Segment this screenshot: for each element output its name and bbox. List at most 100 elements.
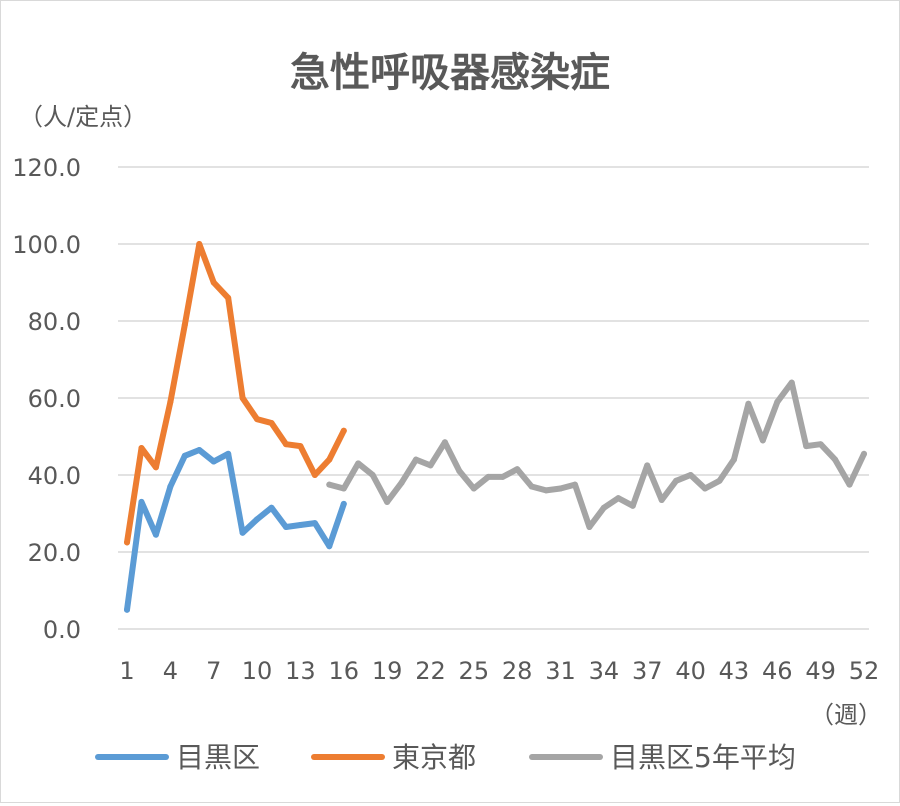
data-point [254, 416, 261, 423]
data-point [268, 420, 275, 427]
data-point [629, 502, 636, 509]
x-tick-label: 37 [632, 657, 663, 685]
data-point [167, 483, 174, 490]
data-point [384, 498, 391, 505]
data-point [297, 522, 304, 529]
data-point [225, 294, 232, 301]
data-point [239, 529, 246, 536]
data-point [470, 485, 477, 492]
data-point [485, 473, 492, 480]
x-axis-ticks: 1 4 7 10 13 16 19 22 25 28 31 34 37 40 43 46 49 52 [119, 657, 879, 685]
data-point [210, 458, 217, 465]
data-point [832, 456, 839, 463]
data-point [355, 460, 362, 467]
x-tick-label: 4 [163, 657, 178, 685]
data-point [282, 441, 289, 448]
y-tick-label: 100.0 [12, 231, 81, 259]
y-tick-label: 120.0 [12, 154, 81, 182]
data-point [311, 472, 318, 478]
data-point [181, 321, 188, 328]
y-axis-ticks: 0.0 20.0 40.0 60.0 80.0 100.0 120.0 [12, 154, 81, 644]
data-point [456, 468, 463, 475]
data-point [861, 450, 867, 457]
data-point [239, 395, 246, 401]
data-point [644, 462, 651, 469]
x-tick-label: 10 [242, 657, 273, 685]
legend-label: 目黒区5年平均 [610, 741, 796, 774]
x-tick-label: 1 [119, 657, 134, 685]
data-point [803, 443, 810, 450]
x-tick-label: 7 [206, 657, 221, 685]
data-point [210, 279, 217, 286]
data-point [167, 398, 174, 405]
data-point [124, 539, 130, 546]
legend-item: 目黒区5年平均 [529, 741, 796, 774]
data-point [181, 452, 188, 459]
data-point [774, 398, 781, 405]
data-point [369, 472, 376, 478]
data-point [196, 241, 203, 247]
x-axis-unit-label: （週） [810, 701, 882, 729]
data-point [311, 520, 318, 527]
data-point [138, 445, 145, 452]
y-axis-unit-label: （人/定点） [19, 103, 147, 131]
data-point [196, 446, 203, 453]
data-point [282, 523, 289, 530]
y-tick-label: 0.0 [43, 616, 81, 644]
data-point [759, 437, 766, 444]
x-tick-label: 25 [459, 657, 490, 685]
data-point [745, 400, 752, 407]
data-point [673, 477, 680, 484]
data-point [528, 483, 535, 490]
data-point [788, 379, 795, 386]
series-lines [124, 241, 867, 613]
data-point [427, 462, 434, 469]
data-point [571, 481, 578, 488]
y-tick-label: 20.0 [28, 539, 81, 567]
data-point [340, 427, 347, 434]
data-point [658, 497, 665, 504]
data-point [586, 523, 593, 530]
data-point [600, 504, 607, 511]
legend: 目黒区 東京都 目黒区5年平均 [95, 741, 796, 774]
x-tick-label: 40 [675, 657, 706, 685]
series-3 [326, 379, 867, 530]
x-tick-label: 19 [372, 657, 403, 685]
data-point [730, 456, 737, 463]
data-point [225, 450, 232, 457]
y-tick-label: 40.0 [28, 462, 81, 490]
data-point [138, 498, 145, 505]
x-tick-label: 31 [545, 657, 576, 685]
x-tick-label: 46 [762, 657, 793, 685]
x-tick-label: 22 [415, 657, 446, 685]
x-tick-label: 13 [285, 657, 316, 685]
data-point [514, 466, 521, 473]
data-point [124, 606, 130, 613]
data-point [326, 481, 333, 488]
data-point [340, 485, 347, 492]
data-point [152, 531, 159, 538]
data-point [268, 504, 275, 511]
data-point [152, 464, 159, 471]
legend-label: 目黒区 [176, 741, 260, 774]
data-point [398, 479, 405, 486]
series-line [124, 241, 347, 546]
data-point [615, 495, 622, 502]
data-point [326, 543, 333, 550]
data-point [441, 439, 448, 446]
data-point [543, 487, 550, 494]
x-tick-label: 52 [849, 657, 880, 685]
y-tick-label: 60.0 [28, 385, 81, 413]
gridlines [118, 166, 869, 630]
data-point [413, 456, 420, 463]
legend-item: 目黒区 [95, 741, 260, 774]
data-point [846, 481, 853, 488]
data-point [557, 485, 564, 492]
series-1 [124, 446, 347, 613]
y-tick-label: 80.0 [28, 308, 81, 336]
legend-label: 東京都 [392, 741, 476, 774]
data-point [716, 477, 723, 484]
data-point [687, 472, 694, 478]
